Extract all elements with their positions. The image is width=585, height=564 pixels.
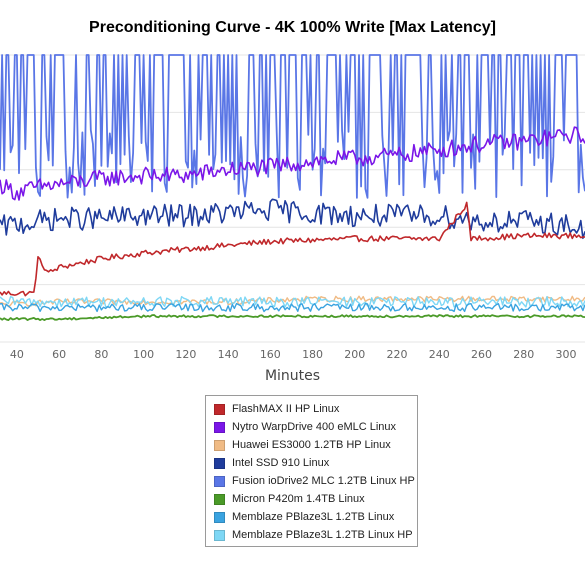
legend-item[interactable]: Memblaze PBlaze3L 1.2TB Linux HP <box>214 526 417 544</box>
legend-swatch <box>214 439 225 451</box>
legend-item[interactable]: Fusion ioDrive2 MLC 1.2TB Linux HP <box>214 472 417 490</box>
series-line-4 <box>0 198 585 240</box>
chart-title: Preconditioning Curve - 4K 100% Write [M… <box>89 19 496 36</box>
legend-item[interactable]: Intel SSD 910 Linux <box>214 454 417 472</box>
x-tick-label: 120 <box>175 348 196 361</box>
x-tick-label: 260 <box>471 348 492 361</box>
legend-item[interactable]: Micron P420m 1.4TB Linux <box>214 490 417 508</box>
legend-label: Huawei ES3000 1.2TB HP Linux <box>232 439 391 451</box>
legend-item[interactable]: Huawei ES3000 1.2TB HP Linux <box>214 436 417 454</box>
x-axis-title: Minutes <box>264 368 321 384</box>
x-tick-label: 140 <box>218 348 239 361</box>
legend-label: Micron P420m 1.4TB Linux <box>232 493 365 505</box>
legend-swatch <box>214 493 225 505</box>
legend-item[interactable]: Nytro WarpDrive 400 eMLC Linux <box>214 418 417 436</box>
legend-label: Nytro WarpDrive 400 eMLC Linux <box>232 421 397 433</box>
x-tick-label: 240 <box>429 348 450 361</box>
legend-swatch <box>214 403 225 415</box>
legend-swatch <box>214 529 225 541</box>
x-tick-label: 60 <box>52 348 66 361</box>
x-tick-label: 300 <box>555 348 576 361</box>
legend-swatch <box>214 475 225 487</box>
x-tick-label: 220 <box>387 348 408 361</box>
series-line-6 <box>0 314 585 322</box>
x-tick-labels: 40 60 80 100 120 140 160 180 200 220 240 260 280 300 <box>10 348 577 361</box>
legend-item[interactable]: Memblaze PBlaze3L 1.2TB Linux <box>214 508 417 526</box>
series-line-2 <box>0 126 585 201</box>
x-tick-label: 200 <box>344 348 365 361</box>
legend-swatch <box>214 511 225 523</box>
series-layer <box>0 54 585 322</box>
chart-plot: 40 60 80 100 120 140 160 180 200 220 240 260 280 300 <box>0 54 585 361</box>
x-tick-label: 280 <box>513 348 534 361</box>
series-line-1 <box>0 201 585 297</box>
x-tick-label: 80 <box>94 348 108 361</box>
legend-item[interactable]: FlashMAX II HP Linux <box>214 400 417 418</box>
x-tick-label: 160 <box>260 348 281 361</box>
x-tick-label: 40 <box>10 348 24 361</box>
series-line-5 <box>0 54 585 199</box>
legend-label: Memblaze PBlaze3L 1.2TB Linux HP <box>232 529 413 541</box>
legend: FlashMAX II HP Linux Nytro WarpDrive 400 … <box>205 395 418 547</box>
legend-label: FlashMAX II HP Linux <box>232 403 340 415</box>
series-line-3 <box>0 295 585 308</box>
series-line-8 <box>0 296 585 308</box>
x-tick-label: 100 <box>133 348 154 361</box>
legend-label: Intel SSD 910 Linux <box>232 457 330 469</box>
legend-label: Fusion ioDrive2 MLC 1.2TB Linux HP <box>232 475 415 487</box>
legend-label: Memblaze PBlaze3L 1.2TB Linux <box>232 511 395 523</box>
series-line-7 <box>0 302 585 313</box>
x-tick-label: 180 <box>302 348 323 361</box>
legend-swatch <box>214 421 225 433</box>
legend-swatch <box>214 457 225 469</box>
